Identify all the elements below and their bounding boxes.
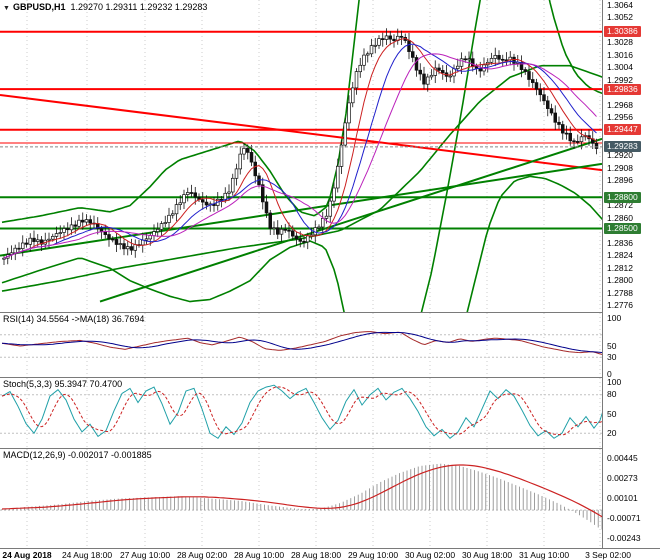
macd-panel-plot[interactable] <box>0 449 602 548</box>
macd-indicator-label: MACD(12,26,9) -0.002017 -0.001885 <box>3 450 152 460</box>
time-axis-label: 24 Aug 18:00 <box>61 550 113 560</box>
price-axis-label: 1.3004 <box>607 62 633 73</box>
macd-signal-line <box>1 464 602 518</box>
price-axis-label: 1.2824 <box>607 250 633 261</box>
time-axis-label: 27 Aug 10:00 <box>119 550 171 560</box>
price-axis-label: 1.2776 <box>607 300 633 311</box>
indicator-axis-label: -0.00243 <box>607 532 641 543</box>
trend-line[interactable] <box>0 162 602 257</box>
time-axis-label: 3 Sep 02:00 <box>585 550 631 560</box>
rsi-ma-line <box>1 331 602 354</box>
indicator-axis-label: 0.00101 <box>607 492 638 503</box>
indicator-axis-label: 50 <box>607 408 617 419</box>
price-axis-label: 1.2872 <box>607 200 633 211</box>
moving-average-line <box>3 37 597 259</box>
rsi-indicator-label: RSI(14) 34.5564 ->MA(18) 36.7694 <box>3 314 145 324</box>
time-axis-label: 28 Aug 02:00 <box>176 550 228 560</box>
time-axis-label: 29 Aug 10:00 <box>347 550 399 560</box>
chart-ohlc-header: ▼ GBPUSD,H1 1.29270 1.29311 1.29232 1.2928… <box>3 2 207 12</box>
indicator-axis-label: 20 <box>607 427 617 438</box>
price-axis-label: 1.2788 <box>607 287 633 298</box>
price-badge: 1.28800 <box>604 191 641 203</box>
moving-average-line <box>3 53 597 259</box>
price-badge: 1.29836 <box>604 83 641 95</box>
price-axis-label: 1.2836 <box>607 237 633 248</box>
price-axis-label: 1.2992 <box>607 74 633 85</box>
stoch-k-line <box>1 384 602 439</box>
stochastic-indicator-label: Stoch(5,3,3) 95.3947 70.4700 <box>3 379 123 389</box>
stochastic-panel-plot[interactable] <box>0 378 602 448</box>
trend-line[interactable] <box>0 93 602 172</box>
stoch-d-line <box>1 386 602 436</box>
upper-band-curve <box>1 0 602 224</box>
price-badge: 1.29447 <box>604 124 641 136</box>
ohlc-values: 1.29270 1.29311 1.29232 1.29283 <box>70 2 208 12</box>
moving-average-line <box>3 43 597 259</box>
indicator-axis-label: 100 <box>607 376 622 387</box>
indicator-axis-label: 50 <box>607 340 617 351</box>
trend-line[interactable] <box>99 137 602 303</box>
time-axis-label: 31 Aug 10:00 <box>518 550 570 560</box>
indicator-axis-label: 0.00445 <box>607 452 638 463</box>
time-axis-label: 24 Aug 2018 <box>2 550 52 560</box>
time-axis-label: 30 Aug 18:00 <box>461 550 513 560</box>
indicator-axis-label: 80 <box>607 389 617 400</box>
price-axis[interactable]: 1.3064 1.3052 1.3028 1.3016 1.3004 1.2992 1.29… <box>602 0 660 548</box>
price-axis-label: 1.2908 <box>607 162 633 173</box>
rsi-panel-plot[interactable] <box>0 313 602 377</box>
price-axis-label: 1.2920 <box>607 150 633 160</box>
time-axis-label: 28 Aug 18:00 <box>290 550 342 560</box>
price-badge: 1.29283 <box>604 141 641 153</box>
symbol-timeframe-label: GBPUSD,H1 <box>12 2 66 12</box>
indicator-axis-label: 0 <box>607 368 612 379</box>
indicator-axis-label: 30 <box>607 351 617 362</box>
price-axis-label: 1.3052 <box>607 12 633 23</box>
indicator-axis-label: 0.00273 <box>607 472 638 483</box>
price-axis-label: 1.2812 <box>607 262 633 273</box>
price-badge: 1.30386 <box>604 26 641 38</box>
lower-band-curve <box>1 175 602 312</box>
price-axis-label: 1.2800 <box>607 275 633 286</box>
price-axis-label: 1.2968 <box>607 99 633 110</box>
time-axis[interactable]: 24 Aug 2018 24 Aug 18:00 27 Aug 10:00 28 Au… <box>0 548 660 560</box>
panel-separator <box>0 377 660 378</box>
price-axis-label: 1.3028 <box>607 37 633 48</box>
macd-histogram <box>1 463 602 530</box>
price-axis-label: 1.3016 <box>607 49 633 60</box>
time-axis-label: 30 Aug 02:00 <box>404 550 456 560</box>
price-axis-label: 1.2860 <box>607 212 633 223</box>
price-axis-label: 1.2896 <box>607 175 633 185</box>
indicator-axis-label: 100 <box>607 312 622 323</box>
price-chart-plot[interactable] <box>0 0 602 312</box>
indicator-axis-label: -0.00071 <box>607 512 641 523</box>
cross-up-curve <box>420 0 481 312</box>
time-axis-label: 28 Aug 10:00 <box>233 550 285 560</box>
panel-separator <box>0 312 660 313</box>
symbol-dropdown-icon[interactable]: ▼ <box>3 5 10 12</box>
price-axis-label: 1.2956 <box>607 112 633 123</box>
price-axis-label: 1.3064 <box>607 0 633 10</box>
panel-separator <box>0 448 660 449</box>
price-badge: 1.28500 <box>604 223 641 234</box>
